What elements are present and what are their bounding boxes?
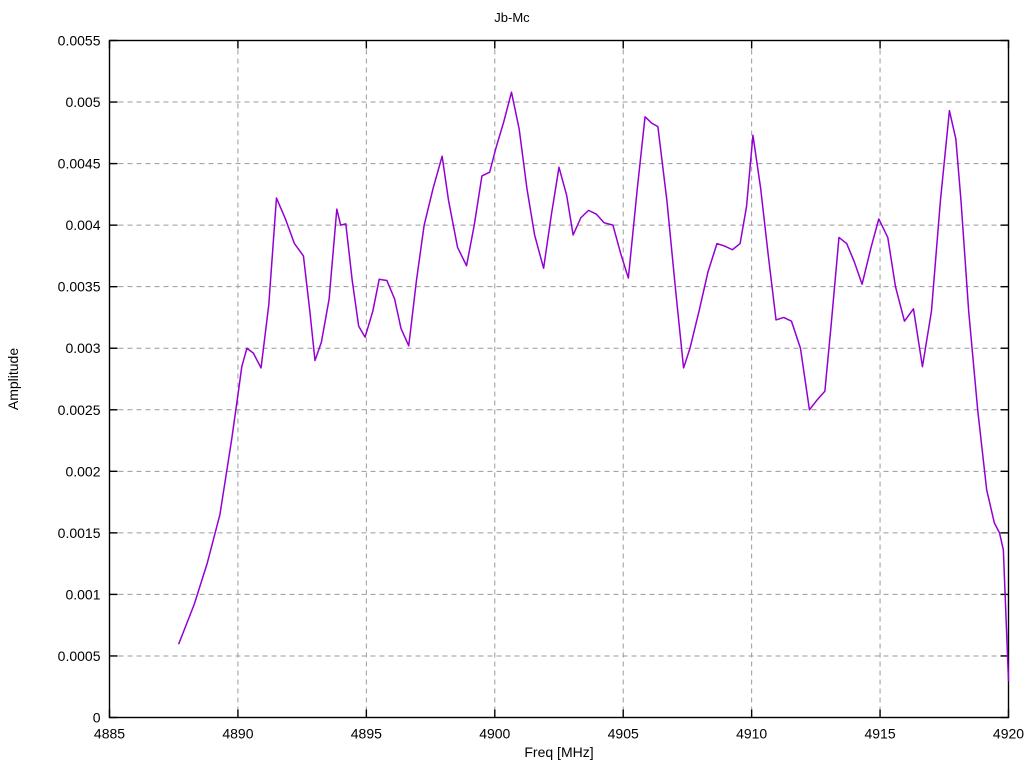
x-tick-label: 4915 [864, 726, 895, 742]
x-tick-label: 4895 [351, 726, 382, 742]
x-axis-title: Freq [MHz] [524, 744, 593, 760]
data-series-group [178, 91, 1010, 682]
y-tick-label: 0.0025 [58, 402, 101, 418]
plot-frame [108, 39, 1010, 719]
gridlines-group [109, 40, 1009, 718]
x-tick-label: 4905 [608, 726, 639, 742]
y-tick-label: 0.0005 [58, 648, 101, 664]
x-tick-label: 4890 [222, 726, 253, 742]
tickmarks-group [108, 39, 1010, 719]
y-tick-label: 0.001 [65, 586, 100, 602]
x-tick-label: 4920 [993, 726, 1024, 742]
y-tick-label: 0.004 [65, 217, 100, 233]
y-tick-label: 0.0055 [58, 33, 101, 49]
x-tick-labels-group: 4885 4890 4895 4900 4905 4910 4915 4920 [94, 726, 1024, 742]
y-tick-label: 0.0015 [58, 525, 101, 541]
y-tick-label: 0.002 [65, 463, 100, 479]
y-tick-labels-group: 0 0.0005 0.001 0.0015 0.002 0.0025 0.003 0.0035… [58, 33, 101, 726]
y-tick-label: 0.003 [65, 340, 100, 356]
x-tick-label: 4910 [736, 726, 767, 742]
y-tick-label: 0 [93, 710, 101, 726]
y-tick-label: 0.005 [65, 94, 100, 110]
y-axis-title: Amplitude [5, 348, 21, 410]
data-series-line [178, 91, 1010, 682]
y-tick-label: 0.0035 [58, 279, 101, 295]
y-tick-label: 0.0045 [58, 156, 101, 172]
page-title: Jb-Mc [494, 10, 530, 25]
x-tick-label: 4900 [479, 726, 510, 742]
x-tick-label: 4885 [94, 726, 125, 742]
